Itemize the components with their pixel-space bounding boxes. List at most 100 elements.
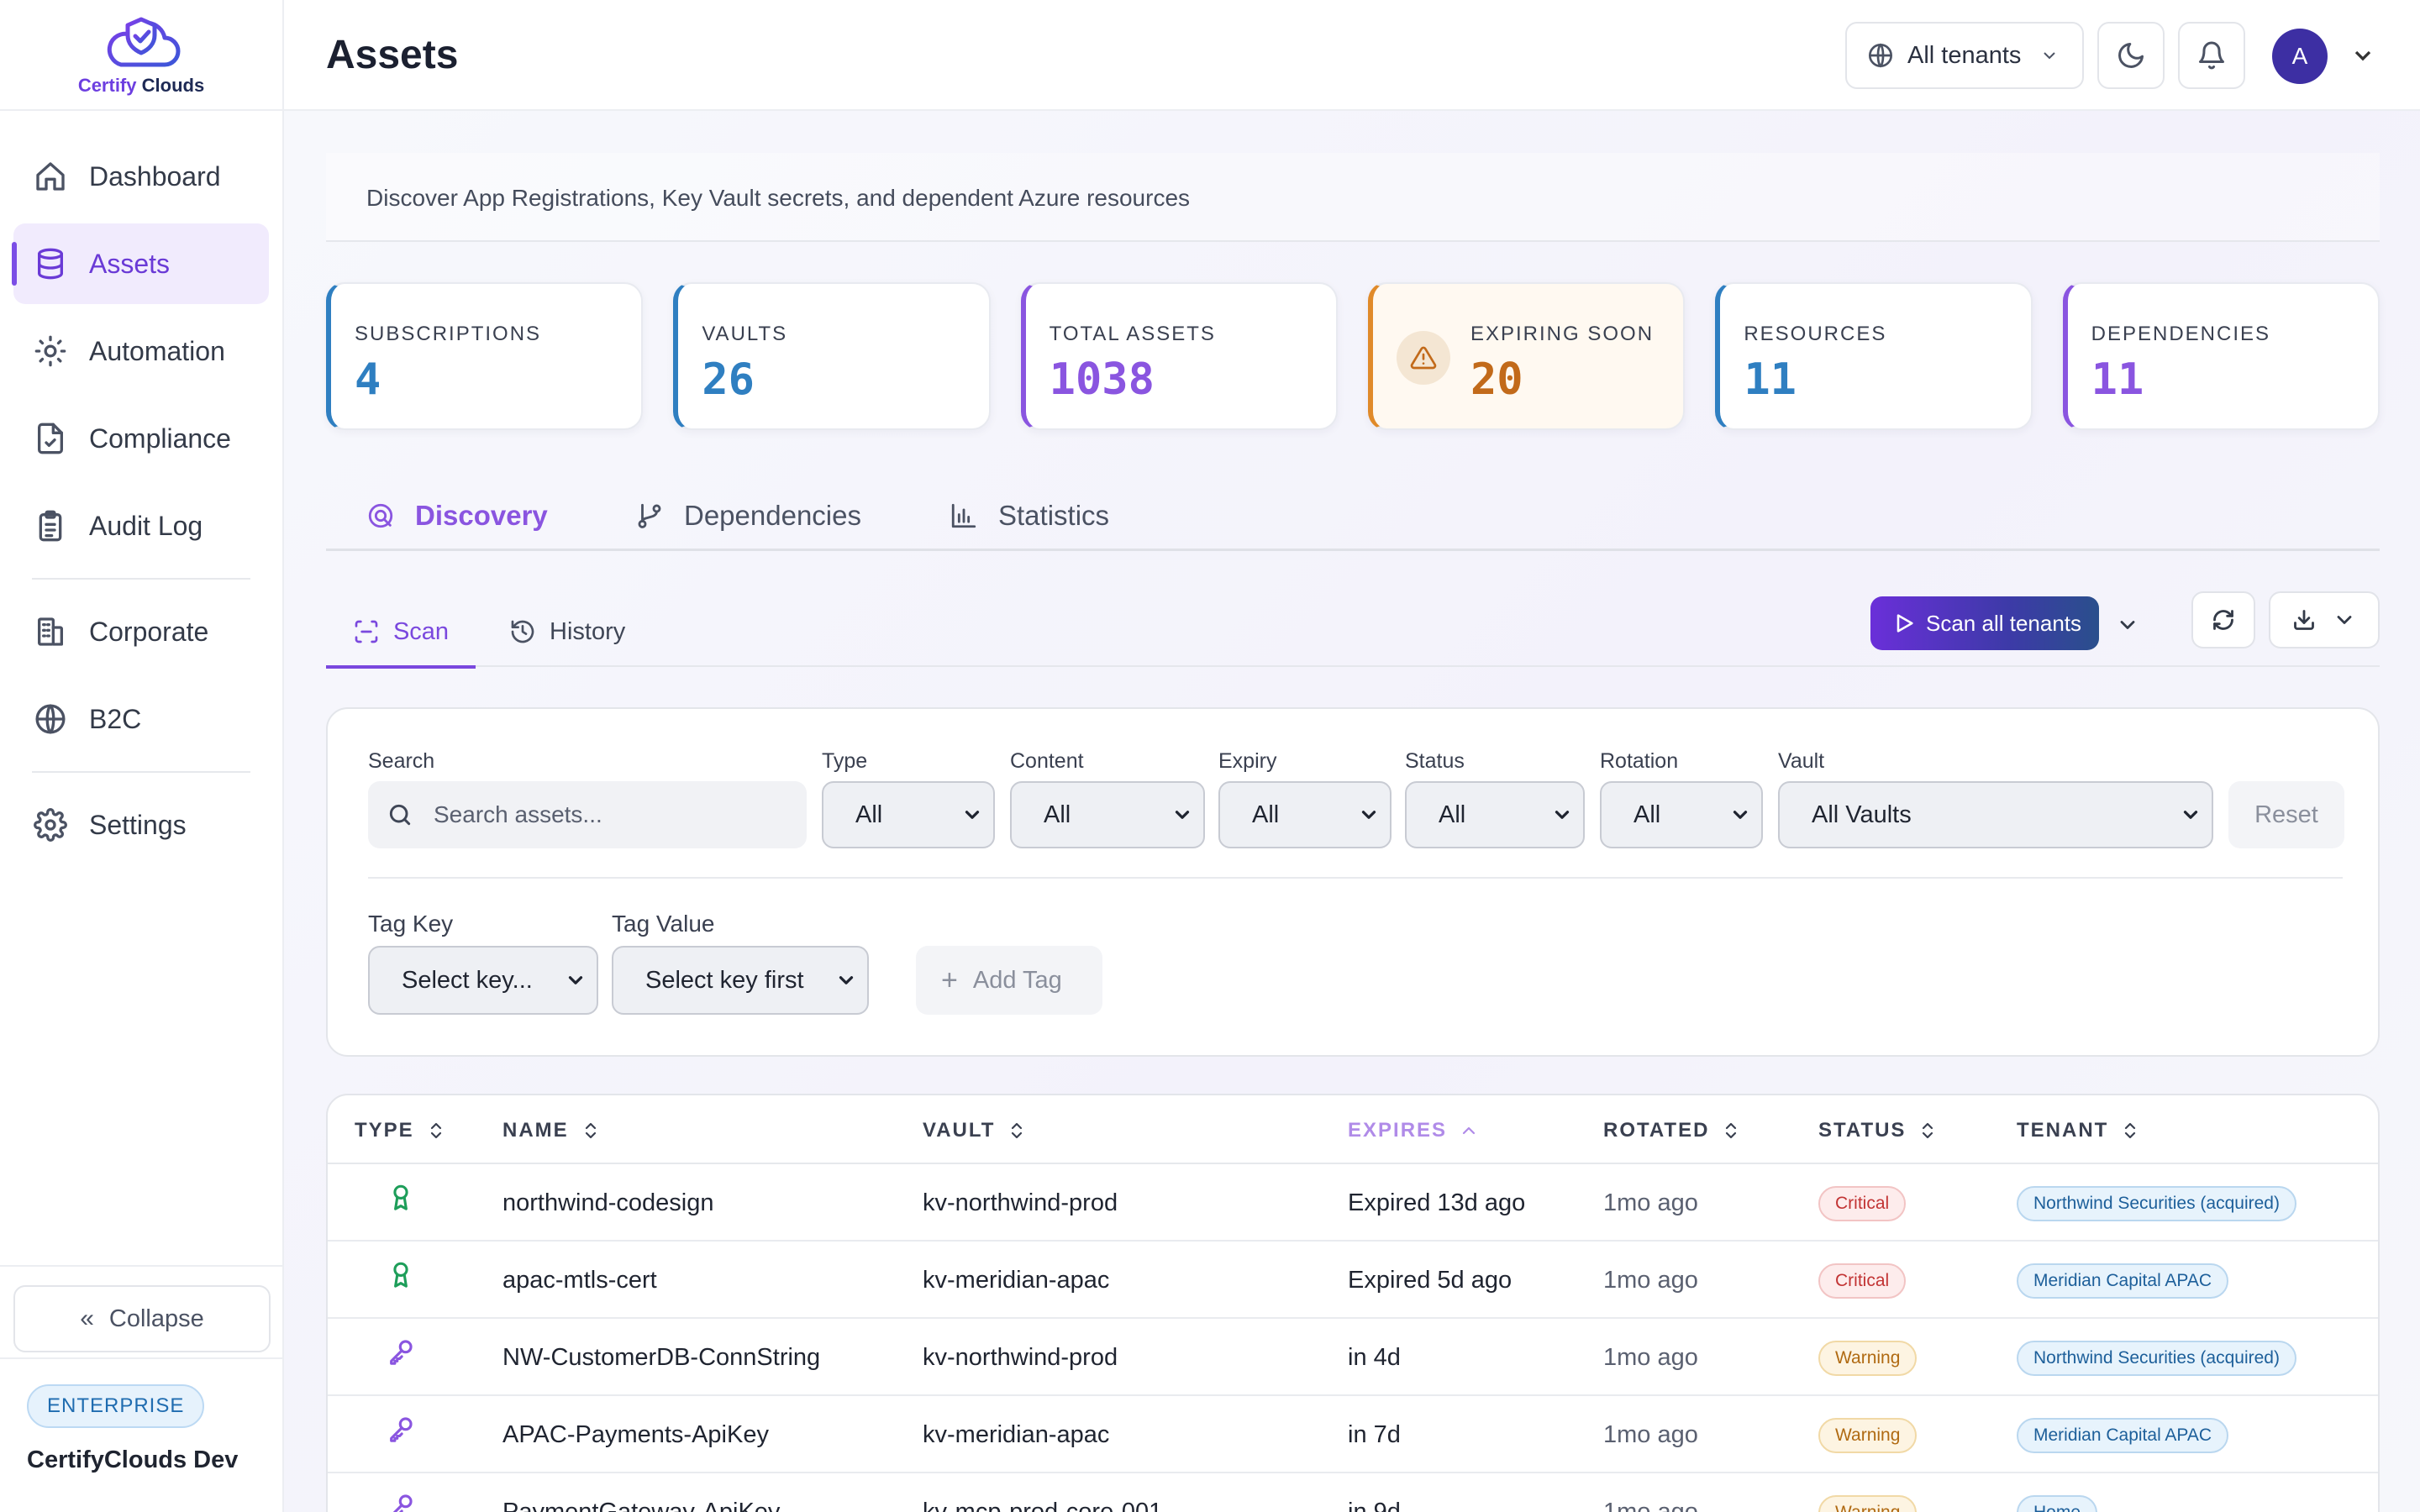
sidebar-item-corporate[interactable]: Corporate: [13, 591, 269, 672]
sidebar-item-b2c[interactable]: B2C: [13, 679, 269, 759]
status-badge: Warning: [1818, 1341, 1918, 1376]
notifications-button[interactable]: [2178, 22, 2245, 89]
export-button[interactable]: [2269, 591, 2380, 648]
vault-select[interactable]: All Vaults: [1778, 781, 2213, 848]
status-select-value: All: [1439, 801, 1466, 828]
column-header-label: EXPIRES: [1348, 1119, 1448, 1142]
sidebar-item-label: Settings: [89, 809, 187, 840]
gear-icon: [34, 808, 67, 842]
sidebar-item-label: Assets: [89, 248, 171, 279]
tab-dependencies[interactable]: Dependencies: [635, 480, 861, 551]
column-header-status[interactable]: STATUS: [1818, 1119, 1938, 1142]
home-icon: [36, 162, 65, 191]
clipboard-icon: [39, 510, 62, 542]
table-row[interactable]: NW-CustomerDB-ConnString kv-northwind-pr…: [328, 1319, 2378, 1396]
key-icon: [392, 1494, 413, 1512]
filter-divider: [368, 877, 2343, 879]
column-header-label: ROTATED: [1603, 1119, 1710, 1142]
table-row[interactable]: apac-mtls-cert kv-meridian-apac Expired …: [328, 1242, 2378, 1319]
theme-toggle-button[interactable]: [2097, 22, 2165, 89]
vault-label: Vault: [1778, 749, 1825, 773]
play-icon: [1897, 614, 1913, 633]
scan-icon: [355, 620, 378, 643]
sort-ascending-icon: [1462, 1126, 1476, 1135]
vault-select-value: All Vaults: [1812, 801, 1912, 828]
sidebar-item-settings[interactable]: Settings: [13, 785, 269, 865]
add-tag-button[interactable]: + Add Tag: [916, 946, 1102, 1015]
sidebar-item-label: Compliance: [89, 423, 231, 454]
table-row[interactable]: northwind-codesign kv-northwind-prod Exp…: [328, 1164, 2378, 1242]
sidebar-item-assets[interactable]: Assets: [12, 223, 269, 304]
collapse-button[interactable]: « Collapse: [13, 1285, 271, 1352]
subtab-scan[interactable]: Scan: [326, 596, 476, 669]
search-label: Search: [368, 749, 435, 773]
content-select[interactable]: All: [1010, 781, 1205, 848]
asset-rotated: 1mo ago: [1603, 1499, 1698, 1512]
column-header-label: TENANT: [2017, 1119, 2109, 1142]
expiry-select[interactable]: All: [1218, 781, 1392, 848]
scan-all-tenants-button[interactable]: Scan all tenants: [1870, 596, 2099, 650]
sidebar-footer: ENTERPRISE CertifyClouds Dev: [0, 1357, 284, 1512]
status-badge: Warning: [1818, 1418, 1918, 1453]
sidebar-item-label: Audit Log: [89, 510, 203, 541]
column-header-rotated[interactable]: ROTATED: [1603, 1119, 1741, 1142]
column-header-type[interactable]: TYPE: [355, 1119, 446, 1142]
org-name: CertifyClouds Dev: [27, 1446, 239, 1473]
stat-value: 11: [2091, 354, 2144, 405]
column-header-name[interactable]: NAME: [502, 1119, 601, 1142]
column-header-expires[interactable]: EXPIRES: [1348, 1119, 1479, 1142]
stat-card-subscriptions: SUBSCRIPTIONS 4: [326, 282, 644, 430]
tab-discovery[interactable]: Discovery: [366, 480, 548, 551]
sidebar-item-automation[interactable]: Automation: [13, 311, 269, 391]
sidebar-item-dashboard[interactable]: Dashboard: [13, 136, 269, 217]
table-row[interactable]: PaymentGateway-ApiKey kv-mcp-prod-core-0…: [328, 1473, 2378, 1512]
tag-value-select[interactable]: Select key first: [612, 946, 869, 1015]
sidebar-item-label: Automation: [89, 335, 225, 366]
logo[interactable]: Certify Clouds: [0, 0, 282, 111]
subtab-history[interactable]: History: [509, 596, 625, 667]
tab-statistics[interactable]: Statistics: [950, 480, 1109, 551]
avatar[interactable]: A: [2272, 29, 2328, 84]
sidebar-item-compliance[interactable]: Compliance: [13, 398, 269, 479]
asset-vault: kv-northwind-prod: [923, 1189, 1118, 1216]
download-icon: [2294, 610, 2314, 630]
column-header-label: STATUS: [1818, 1119, 1907, 1142]
tag-key-label: Tag Key: [368, 911, 454, 937]
column-header-tenant[interactable]: TENANT: [2017, 1119, 2140, 1142]
globe-icon: [1869, 43, 1892, 68]
stat-label: TOTAL ASSETS: [1049, 323, 1216, 345]
tenant-badge: Home: [2017, 1495, 2098, 1512]
refresh-button[interactable]: [2191, 591, 2255, 648]
search-field[interactable]: [368, 781, 807, 848]
tenant-selector[interactable]: All tenants: [1845, 22, 2084, 89]
status-select[interactable]: All: [1405, 781, 1585, 848]
sort-icon: [585, 1122, 596, 1139]
rotation-select-value: All: [1634, 801, 1661, 828]
sidebar-item-audit-log[interactable]: Audit Log: [13, 486, 269, 566]
expiry-select-value: All: [1252, 801, 1280, 828]
sidebar: Certify Clouds Dashboard Assets Automati…: [0, 0, 284, 1512]
page-subtitle: Discover App Registrations, Key Vault se…: [326, 153, 2380, 242]
sort-icon: [1726, 1122, 1737, 1139]
type-select[interactable]: All: [822, 781, 995, 848]
asset-rotated: 1mo ago: [1603, 1189, 1698, 1216]
column-header-vault[interactable]: VAULT: [923, 1119, 1027, 1142]
chevron-down-icon[interactable]: [2349, 42, 2376, 69]
asset-expires: Expired 5d ago: [1348, 1267, 1512, 1294]
page-title: Assets: [326, 33, 459, 77]
reset-button[interactable]: Reset: [2228, 781, 2344, 848]
tag-key-select[interactable]: Select key...: [368, 946, 598, 1015]
rotation-select[interactable]: All: [1600, 781, 1763, 848]
chevron-down-icon: [2183, 811, 2198, 819]
asset-name: PaymentGateway-ApiKey: [502, 1499, 781, 1512]
content-select-value: All: [1044, 801, 1071, 828]
search-input[interactable]: [434, 801, 786, 828]
table-row[interactable]: APAC-Payments-ApiKey kv-meridian-apac in…: [328, 1396, 2378, 1473]
history-icon: [511, 620, 534, 643]
plus-icon: +: [941, 963, 958, 996]
sort-icon: [1923, 1122, 1933, 1139]
chevron-down-icon: [1555, 811, 1570, 819]
asset-vault: kv-meridian-apac: [923, 1267, 1110, 1294]
scan-options-dropdown[interactable]: [2104, 601, 2151, 648]
asset-vault: kv-northwind-prod: [923, 1344, 1118, 1371]
